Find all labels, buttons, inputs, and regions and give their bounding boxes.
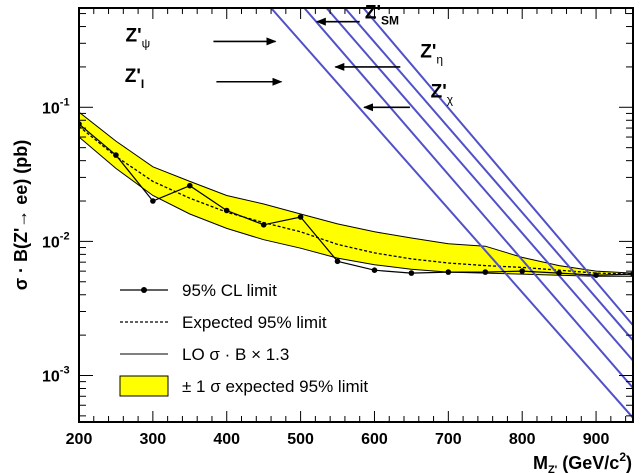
legend-marker-observed [141, 287, 147, 293]
observed-point [446, 269, 452, 275]
y-tick-label: 10-1 [42, 96, 70, 117]
observed-point [372, 267, 378, 273]
legend-label: ± 1 σ expected 95% limit [182, 377, 368, 396]
legend-label: Expected 95% limit [182, 313, 327, 332]
legend-entry-1: 95% CL limit [120, 281, 277, 300]
label-zprime-ψ: Z'ψ [126, 25, 151, 50]
y-tick-label: 10-2 [42, 230, 70, 251]
legend-label: 95% CL limit [182, 281, 277, 300]
x-tick-label: 800 [509, 431, 536, 448]
x-tick-label: 200 [66, 431, 93, 448]
plot-frame [79, 8, 633, 422]
theory-curve-1 [271, 8, 637, 422]
observed-point [593, 272, 599, 278]
observed-point [483, 269, 489, 275]
observed-point [150, 198, 156, 204]
observed-point [224, 208, 230, 214]
observed-point [409, 270, 415, 276]
theory-curve-4 [345, 8, 637, 345]
observed-point [335, 259, 341, 265]
label-zprime-i: Z'I [125, 66, 144, 91]
legend-label: LO σ · B × 1.3 [182, 345, 289, 364]
observed-point [113, 152, 119, 158]
theory-curve-3 [327, 8, 637, 365]
legend-entry-4: ± 1 σ expected 95% limit [120, 376, 368, 396]
observed-point [261, 222, 267, 228]
x-tick-label: 900 [583, 431, 610, 448]
label-zprime-η: Z'η [420, 42, 443, 67]
x-tick-label: 700 [435, 431, 462, 448]
legend-entry-2: Expected 95% limit [120, 313, 327, 332]
x-tick-label: 400 [213, 431, 240, 448]
observed-point [298, 214, 304, 220]
x-tick-label: 600 [361, 431, 388, 448]
legend-band-swatch [120, 376, 168, 396]
legend-entry-3: LO σ · B × 1.3 [120, 345, 289, 364]
observed-point [187, 183, 193, 189]
label-zprime-sm: Z'SM [365, 2, 399, 27]
expected-band [79, 112, 633, 276]
x-tick-label: 500 [287, 431, 314, 448]
theory-curve-5 [363, 8, 636, 330]
plot-area [76, 8, 637, 422]
legend: 95% CL limit Expected 95% limit LO σ · B ×… [120, 281, 368, 396]
label-zprime-χ: Z'χ [431, 82, 454, 107]
y-axis-title: σ · B(Z'→ ee) (pb) [11, 140, 31, 291]
observed-point [519, 268, 525, 274]
x-axis-title: MZ' (GeV/c2) [533, 450, 632, 473]
observed-point [556, 270, 562, 276]
theory-curve-2 [304, 8, 636, 392]
x-tick-label: 300 [140, 431, 167, 448]
y-tick-label: 10-3 [42, 364, 70, 385]
